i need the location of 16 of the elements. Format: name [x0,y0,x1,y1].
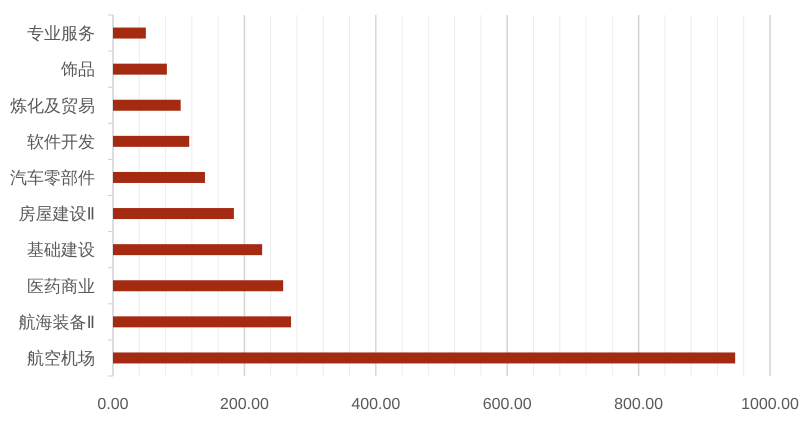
y-tick-label: 医药商业 [27,276,95,296]
y-tick-label: 专业服务 [27,24,95,44]
x-tick-label: 1000.00 [741,396,800,413]
x-tick-label: 400.00 [351,396,400,413]
y-tick-label: 软件开发 [27,132,95,152]
y-tick-label: 航海装备Ⅱ [18,312,95,332]
y-tick-label: 航空机场 [27,348,95,368]
y-tick-label: 汽车零部件 [10,168,95,188]
x-tick-label: 200.00 [220,396,269,413]
y-tick-label: 炼化及贸易 [10,96,95,116]
x-tick-label: 600.00 [482,396,532,413]
y-tick-label: 房屋建设Ⅱ [18,204,95,224]
y-tick-label: 饰品 [60,60,95,80]
y-tick-label: 基础建设 [27,240,95,260]
x-tick-label: 800.00 [614,396,664,413]
x-tick-label: 0.00 [97,396,129,413]
